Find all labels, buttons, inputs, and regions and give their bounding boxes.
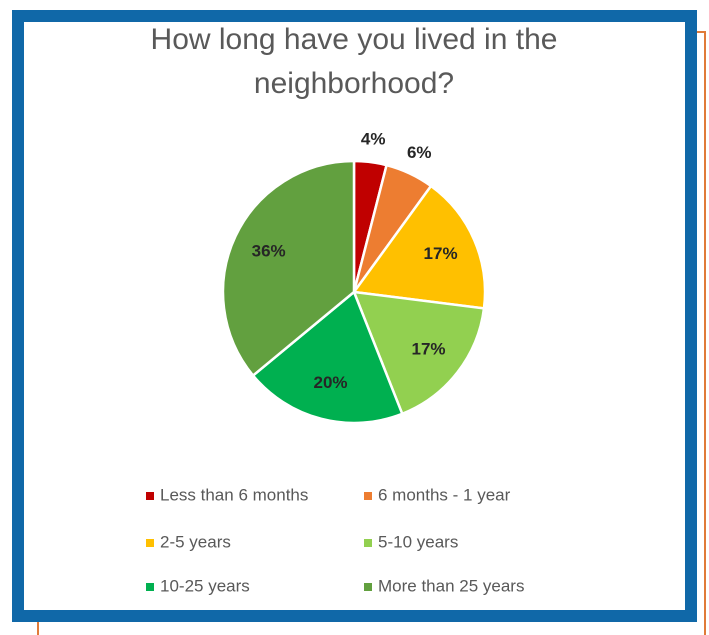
legend-swatch (146, 492, 154, 500)
legend-label: Less than 6 months (160, 485, 308, 504)
legend-label: 5-10 years (378, 532, 458, 551)
data-label: 17% (412, 339, 446, 358)
legend-label: 2-5 years (160, 532, 231, 551)
pie-slice (351, 184, 487, 310)
data-label: 20% (314, 373, 348, 392)
data-label: 36% (252, 241, 286, 260)
data-label: 17% (424, 244, 458, 263)
legend-swatch (364, 492, 372, 500)
pie-slice (221, 159, 356, 378)
chart-title: How long have you lived in the neighborh… (150, 23, 558, 100)
legend-swatch (146, 539, 154, 547)
pie-slice (251, 289, 404, 425)
legend-label: 6 months - 1 year (378, 485, 511, 504)
pie-slice (352, 290, 486, 416)
legend-swatch (364, 539, 372, 547)
legend-swatch (364, 583, 372, 591)
data-label: 6% (407, 143, 432, 162)
data-label: 4% (361, 129, 386, 148)
legend-label: 10-25 years (160, 576, 250, 595)
legend-label: More than 25 years (378, 576, 524, 595)
legend-swatch (146, 583, 154, 591)
